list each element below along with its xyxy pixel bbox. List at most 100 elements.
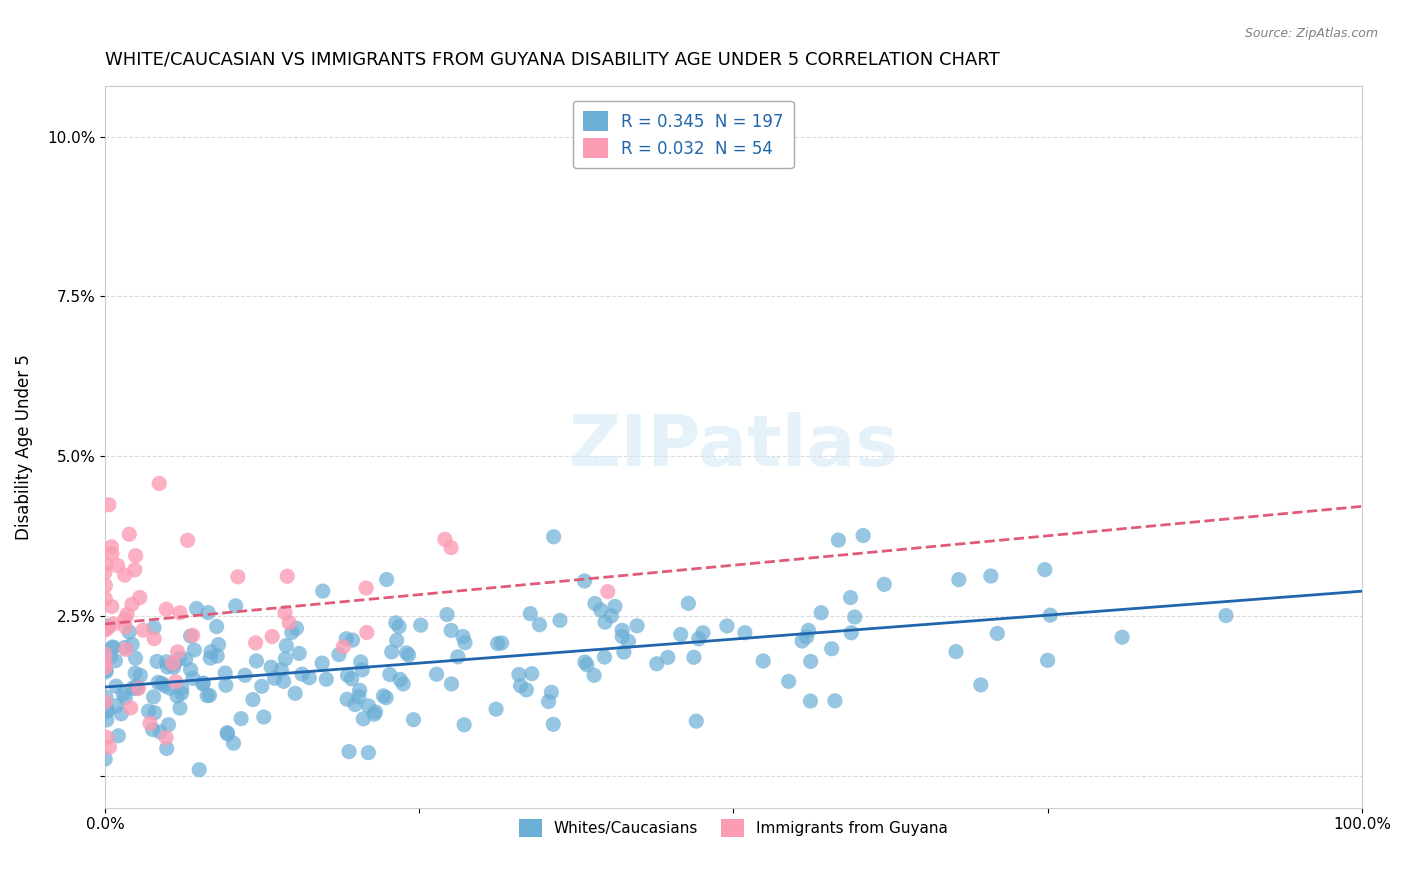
Text: Source: ZipAtlas.com: Source: ZipAtlas.com [1244, 27, 1378, 40]
Point [205, 619, 228, 633]
Point [226, 570, 249, 584]
Point [288, 647, 311, 661]
Point [146, 654, 169, 668]
Point [94, 690, 117, 704]
Point [657, 650, 679, 665]
Point [433, 533, 456, 547]
Point [155, 602, 177, 616]
Point [678, 596, 700, 610]
Point [1215, 608, 1237, 623]
Point [734, 625, 756, 640]
Point [186, 601, 208, 615]
Point [583, 597, 606, 611]
Point [692, 625, 714, 640]
Point [104, 654, 127, 668]
Point [225, 599, 247, 613]
Point [156, 660, 179, 674]
Point [425, 667, 447, 681]
Point [342, 633, 364, 648]
Point [796, 630, 818, 644]
Point [101, 640, 124, 655]
Point [298, 671, 321, 685]
Point [118, 527, 141, 541]
Point [375, 573, 398, 587]
Point [385, 633, 408, 648]
Point [121, 598, 143, 612]
Point [312, 584, 335, 599]
Point [148, 675, 170, 690]
Point [543, 530, 565, 544]
Point [589, 603, 612, 617]
Point [207, 638, 229, 652]
Point [344, 698, 367, 712]
Point [440, 541, 463, 555]
Point [105, 698, 128, 713]
Point [276, 639, 298, 653]
Point [181, 672, 204, 686]
Point [118, 625, 141, 640]
Point [790, 634, 813, 648]
Point [395, 646, 418, 660]
Point [332, 640, 354, 654]
Point [716, 619, 738, 633]
Point [233, 668, 256, 682]
Y-axis label: Disability Age Under 5: Disability Age Under 5 [15, 354, 32, 540]
Point [127, 681, 149, 696]
Point [335, 632, 357, 646]
Point [121, 637, 143, 651]
Point [125, 679, 148, 693]
Point [945, 645, 967, 659]
Point [603, 599, 626, 614]
Point [128, 591, 150, 605]
Point [278, 615, 301, 630]
Point [378, 667, 401, 681]
Point [600, 608, 623, 623]
Point [520, 666, 543, 681]
Point [852, 528, 875, 542]
Point [685, 714, 707, 728]
Point [349, 683, 371, 698]
Point [176, 533, 198, 548]
Point [148, 476, 170, 491]
Point [548, 613, 571, 627]
Point [260, 660, 283, 674]
Point [384, 615, 406, 630]
Point [207, 648, 229, 663]
Point [101, 640, 124, 654]
Point [163, 660, 186, 674]
Point [94, 752, 117, 766]
Point [96, 703, 118, 717]
Point [215, 678, 238, 692]
Text: WHITE/CAUCASIAN VS IMMIGRANTS FROM GUYANA DISABILITY AGE UNDER 5 CORRELATION CHA: WHITE/CAUCASIAN VS IMMIGRANTS FROM GUYAN… [105, 51, 1000, 69]
Point [328, 648, 350, 662]
Point [274, 652, 297, 666]
Point [191, 677, 214, 691]
Point [94, 660, 117, 674]
Point [612, 630, 634, 644]
Point [797, 624, 820, 638]
Point [285, 621, 308, 635]
Point [509, 679, 531, 693]
Point [217, 725, 239, 739]
Point [593, 650, 616, 665]
Point [94, 647, 117, 661]
Point [250, 679, 273, 693]
Point [143, 621, 166, 635]
Point [105, 679, 128, 693]
Point [347, 690, 370, 704]
Point [575, 657, 598, 672]
Point [574, 655, 596, 669]
Point [183, 643, 205, 657]
Point [197, 606, 219, 620]
Point [124, 651, 146, 665]
Point [114, 612, 136, 626]
Point [529, 617, 551, 632]
Point [451, 630, 474, 644]
Point [94, 579, 117, 593]
Point [129, 668, 152, 682]
Point [103, 617, 125, 632]
Point [364, 705, 387, 719]
Point [162, 656, 184, 670]
Point [97, 498, 120, 512]
Point [94, 623, 117, 637]
